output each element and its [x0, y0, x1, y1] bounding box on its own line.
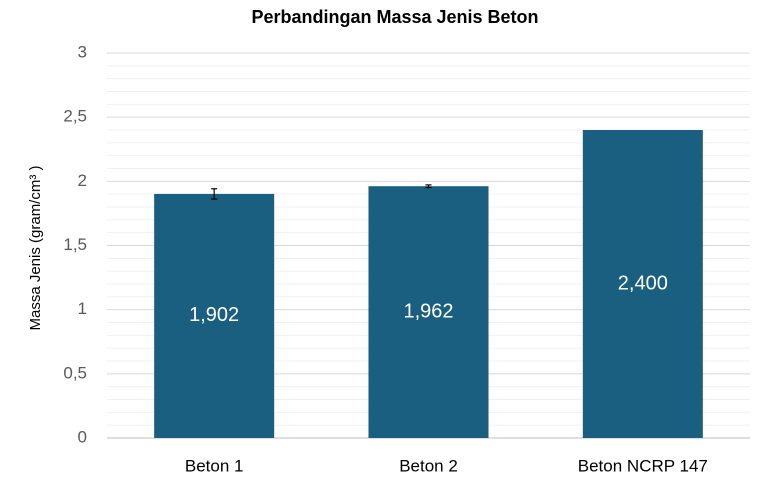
y-tick-label: 0,5	[63, 363, 87, 382]
bar	[582, 130, 703, 438]
x-tick-label: Beton 2	[399, 456, 458, 475]
y-tick-label: 0	[78, 427, 87, 446]
y-axis-label: Massa Jenis (gram/cm³ )	[27, 165, 44, 330]
bar	[368, 186, 489, 438]
bar	[154, 193, 275, 438]
y-tick-label: 2	[78, 171, 87, 190]
y-tick-label: 3	[78, 42, 87, 61]
data-label: 2,400	[618, 272, 668, 294]
y-tick-label: 1	[78, 299, 87, 318]
x-tick-label: Beton NCRP 147	[578, 456, 708, 475]
y-tick-label: 2,5	[63, 107, 87, 126]
x-tick-label: Beton 1	[185, 456, 244, 475]
chart-title: Perbandingan Massa Jenis Beton	[251, 7, 538, 27]
data-label: 1,962	[403, 300, 453, 322]
data-label: 1,902	[189, 304, 239, 326]
y-tick-label: 1,5	[63, 235, 87, 254]
